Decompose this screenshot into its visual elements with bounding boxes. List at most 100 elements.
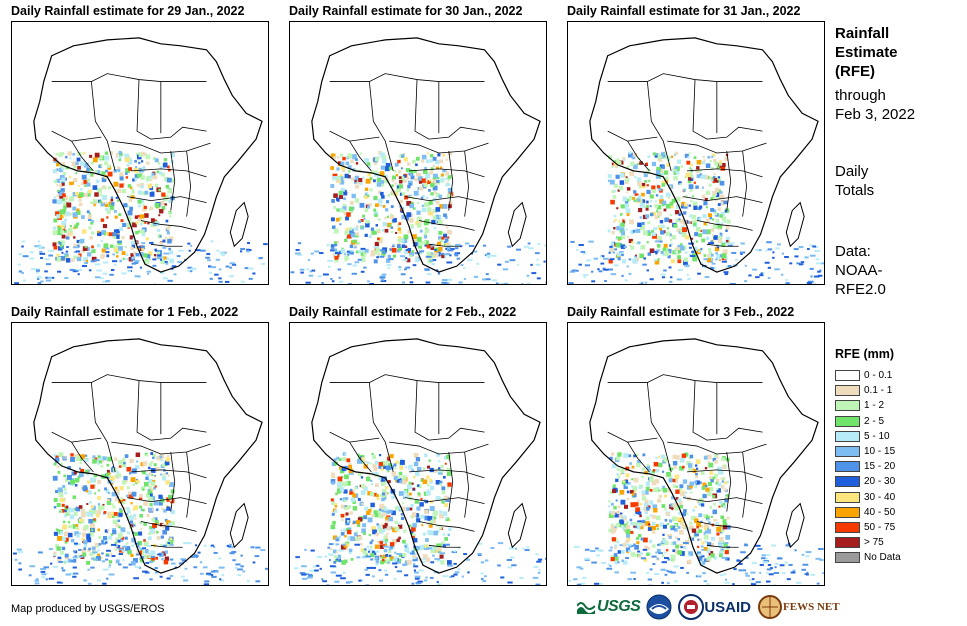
africa-coastline [589,338,819,574]
country-border [683,497,763,505]
usaid-logo-text: USAID [704,598,752,616]
legend-swatch [835,385,860,397]
map-canvas [14,37,268,284]
country-border [140,220,197,231]
legend-swatch [835,537,860,549]
fews-net-logo-text: FEWS NET [783,601,840,613]
country-border [742,150,748,217]
legend-label: 50 - 75 [864,521,896,533]
country-border [131,469,207,479]
africa-coastline [589,37,819,273]
country-border [414,79,485,140]
legend-label: 0.1 - 1 [864,385,893,397]
country-border [90,382,116,472]
legend-title: RFE (mm) [835,347,895,361]
legend-label: 1 - 2 [864,400,885,412]
through-line: Feb 3, 2022 [835,106,916,123]
country-border [150,544,183,548]
noaa-logo-icon [646,594,672,620]
legend-label: No Data [864,552,901,564]
legend-label: 15 - 20 [864,461,896,473]
country-border [51,374,207,383]
country-border [186,451,192,518]
totals-label: Daily Totals [835,162,874,200]
map-credit: Map produced by USGS/EROS [11,603,165,615]
country-border [71,140,94,172]
country-border [418,220,475,231]
legend-item: 0 - 0.1 [835,368,945,383]
country-border [696,220,753,231]
panel-title: Daily Rainfall estimate for 29 Jan., 202… [11,4,245,18]
country-border [186,150,192,217]
country-border [90,81,116,171]
through-date: through Feb 3, 2022 [835,86,915,124]
legend-label: 2 - 5 [864,415,885,427]
country-border [349,441,372,473]
legend-swatch [835,476,860,488]
legend-label: 0 - 0.1 [864,370,893,382]
africa-coastline [311,338,541,574]
data-source-line: RFE2.0 [835,281,886,298]
country-border [329,431,380,443]
country-border [136,380,207,441]
country-border [136,79,207,140]
country-border [51,431,102,443]
map-canvas [568,338,824,585]
country-border [51,130,102,142]
country-border [170,451,176,512]
country-border [127,196,207,204]
totals-line: Totals [835,182,875,199]
country-border [464,150,470,217]
data-source: Data: NOAA- RFE2.0 [835,242,886,299]
country-border [692,79,763,140]
country-border [464,451,470,518]
country-border [150,243,183,247]
country-border [131,168,207,178]
country-border [170,150,176,211]
panel-title: Daily Rainfall estimate for 31 Jan., 202… [567,4,801,18]
country-border [329,130,380,142]
country-border [111,140,211,154]
madagascar-outline [229,502,249,549]
madagascar-outline [785,502,805,549]
rainfall-map [289,21,547,285]
country-border [687,168,763,178]
country-border [448,451,454,512]
product-title: Rainfall Estimate (RFE) [835,24,898,81]
country-border [405,497,485,505]
country-border [706,243,739,247]
country-border [405,196,485,204]
product-title-line: Rainfall [835,25,890,42]
country-border [428,243,461,247]
legend-swatch [835,430,860,442]
legend-swatch [835,491,860,503]
legend-swatch [835,506,860,518]
country-border [627,140,650,172]
country-border [646,81,672,171]
legend-item: 30 - 40 [835,490,945,505]
legend-label: 20 - 30 [864,476,896,488]
madagascar-outline [785,201,805,248]
legend-label: > 75 [864,537,884,549]
country-border [687,469,763,479]
product-title-line: Estimate [835,44,898,61]
legend-label: 40 - 50 [864,506,896,518]
country-border [726,150,732,211]
legend-label: 10 - 15 [864,446,896,458]
map-canvas [12,338,268,585]
map-panel-5: Daily Rainfall estimate for 2 Feb., 2022 [289,305,547,586]
legend-item: No Data [835,550,945,565]
country-border [696,521,753,532]
country-border [667,140,767,154]
panel-title: Daily Rainfall estimate for 1 Feb., 2022 [11,305,239,319]
rainfall-pattern [294,452,546,585]
usaid-logo: USAID [678,594,751,620]
country-border [627,441,650,473]
legend-swatch [835,521,860,533]
country-border [329,374,485,383]
country-border [409,168,485,178]
legend-item: 10 - 15 [835,444,945,459]
panel-title: Daily Rainfall estimate for 30 Jan., 202… [289,4,523,18]
legend-item: 20 - 30 [835,474,945,489]
map-canvas [290,37,546,284]
